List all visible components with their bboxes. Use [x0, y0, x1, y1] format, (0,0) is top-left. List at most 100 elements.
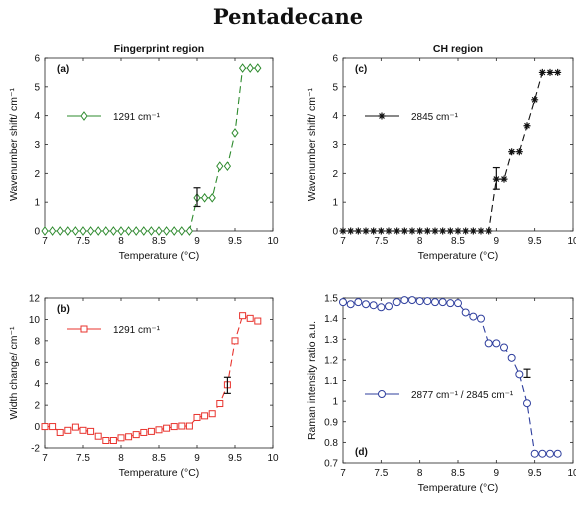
data-point: [362, 227, 370, 235]
data-point: [155, 426, 163, 434]
data-point: [400, 227, 408, 235]
data-point: [477, 314, 485, 323]
data-point: [79, 226, 87, 236]
data-point: [208, 193, 216, 203]
y-tick-label: 1: [332, 397, 338, 408]
data-point: [41, 423, 49, 431]
data-point: [346, 300, 355, 309]
data-point: [500, 175, 508, 183]
data-point: [117, 434, 125, 442]
y-tick-label: 6: [34, 54, 40, 65]
x-tick-label: 8.5: [152, 453, 166, 464]
plot-frame: [342, 57, 574, 232]
x-tick-label: 8.5: [451, 468, 465, 479]
data-point: [147, 427, 155, 435]
data-point: [508, 148, 516, 156]
data-point: [49, 423, 57, 431]
data-point: [178, 226, 186, 236]
y-tick-label: 5: [34, 82, 40, 93]
data-point: [553, 449, 562, 458]
data-point: [477, 227, 485, 235]
data-point: [500, 343, 508, 352]
series-line: [45, 67, 258, 232]
y-tick-label: 0: [34, 422, 40, 433]
data-point: [462, 227, 470, 235]
y-tick-label: 2: [332, 169, 338, 180]
data-point: [216, 400, 224, 408]
data-point: [454, 299, 462, 308]
x-axis-label: Temperature (°C): [119, 467, 200, 479]
data-point: [370, 227, 378, 235]
y-tick-label: 6: [34, 358, 40, 369]
data-point: [431, 227, 439, 235]
y-tick-label: 1: [34, 198, 40, 209]
data-point: [538, 449, 547, 458]
data-point: [162, 226, 171, 236]
y-tick-label: 6: [332, 54, 338, 65]
data-point: [385, 227, 393, 235]
x-axis-label: Temperature (°C): [119, 250, 200, 262]
data-point: [469, 312, 478, 321]
data-point: [125, 433, 133, 441]
data-point: [140, 428, 148, 436]
data-point: [94, 432, 102, 440]
data-point: [109, 437, 117, 444]
panel-label: (d): [355, 447, 368, 458]
data-point: [400, 296, 409, 305]
figure-title: Pentadecane: [212, 4, 364, 29]
data-point: [117, 226, 125, 236]
data-point: [48, 226, 57, 236]
panel-label: (c): [355, 64, 367, 75]
y-tick-label: 4: [332, 111, 338, 122]
y-tick-label: 0.7: [324, 459, 338, 470]
x-tick-label: 7: [42, 453, 48, 464]
data-point: [140, 226, 148, 236]
chart-panel-a: 7 7.5 8 8.5 9 9.5 10 0 1 2 3 4 5 6 Temperature (°C) Wav…: [8, 43, 279, 262]
data-point: [170, 226, 178, 236]
data-point: [178, 422, 186, 430]
y-tick-label: -2: [31, 444, 40, 455]
y-tick-label: 0.9: [324, 417, 338, 428]
legend-label: 1291 cm⁻¹: [113, 112, 161, 123]
y-axis-label: Wavenumber shift/ cm⁻¹: [8, 87, 20, 201]
data-point: [354, 227, 362, 235]
y-tick-label: 1.2: [324, 355, 338, 366]
y-tick-label: 3: [34, 140, 40, 151]
x-tick-label: 10: [267, 453, 279, 464]
x-tick-label: 9: [494, 468, 500, 479]
plot-frame: [44, 57, 274, 232]
data-point: [485, 227, 493, 235]
data-point: [416, 227, 424, 235]
data-point: [423, 227, 431, 235]
legend-label: 2845 cm⁻¹: [411, 112, 459, 123]
data-point: [393, 227, 401, 235]
data-point: [223, 161, 232, 171]
data-point: [216, 161, 224, 171]
data-point: [132, 226, 140, 236]
y-tick-label: 1.4: [324, 314, 338, 325]
y-tick-label: 0.8: [324, 438, 338, 449]
data-point: [246, 63, 254, 73]
data-point: [102, 437, 110, 444]
data-point: [392, 298, 401, 307]
data-point: [546, 449, 554, 458]
x-tick-label: 8: [118, 453, 124, 464]
data-point: [515, 370, 524, 379]
data-point: [254, 317, 262, 325]
data-point: [523, 122, 531, 130]
data-point: [200, 193, 209, 203]
y-tick-label: 1.5: [324, 294, 338, 305]
data-point: [546, 68, 554, 76]
legend-marker: [378, 112, 386, 120]
y-axis-label: Width change/ cm⁻¹: [8, 326, 20, 420]
data-point: [147, 226, 156, 236]
data-point: [246, 314, 254, 322]
y-axis-label: Raman intensity ratio a.u.: [306, 321, 318, 440]
y-tick-label: 4: [34, 111, 40, 122]
chart-panel-d: 7 7.5 8 8.5 9 9.5 10 0.7 0.8 0.9 1 1.1 1.2 1.3 1.4 1.5 T…: [306, 294, 576, 495]
plot-frame: [342, 297, 574, 464]
data-point: [377, 227, 385, 235]
legend-label: 1291 cm⁻¹: [113, 325, 161, 336]
data-point: [64, 226, 72, 236]
